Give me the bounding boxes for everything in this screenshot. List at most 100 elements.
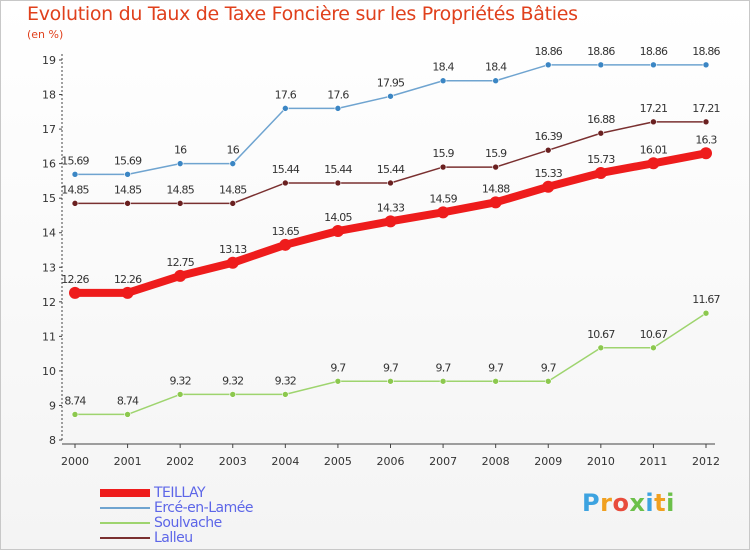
data-label-erce-en-lamee: 17.95 — [377, 76, 405, 89]
legend-item-soulvache: Soulvache — [100, 515, 222, 531]
unit-label: (en %) — [27, 28, 64, 41]
point-teillay — [700, 147, 712, 160]
data-label-erce-en-lamee: 17.6 — [275, 88, 297, 101]
x-tick-label: 2011 — [639, 455, 667, 468]
legend-label-lalleu: Lalleu — [154, 530, 193, 546]
point-erce-en-lamee — [650, 61, 657, 69]
data-labels: 15.69 15.69 16 16 17.6 17.6 17.95 18.4 18.4 18.86… — [61, 45, 721, 408]
x-tick-label: 2006 — [377, 455, 405, 468]
data-label-lalleu: 15.44 — [377, 163, 405, 176]
data-label-teillay: 15.33 — [535, 167, 563, 180]
point-soulvache — [334, 377, 342, 385]
axes: 8 9 10 11 12 13 14 15 16 17 18 19 2000 2001 2002 2003 20… — [42, 54, 720, 468]
legend-swatch-erce-en-lamee — [100, 507, 150, 509]
data-label-teillay: 14.59 — [429, 192, 457, 205]
data-label-lalleu: 17.21 — [692, 102, 720, 115]
data-label-erce-en-lamee: 17.6 — [327, 88, 349, 101]
data-label-lalleu: 14.85 — [219, 183, 247, 196]
point-soulvache — [702, 309, 710, 317]
data-label-soulvache: 9.7 — [488, 361, 504, 374]
x-tick-label: 2001 — [114, 455, 142, 468]
point-erce-en-lamee — [544, 61, 552, 69]
data-label-teillay: 13.13 — [219, 243, 247, 256]
y-tick-label: 19 — [42, 54, 56, 67]
point-lalleu — [124, 200, 131, 207]
data-label-erce-en-lamee: 18.86 — [640, 45, 668, 58]
point-lalleu — [176, 200, 184, 207]
x-tick-label: 2007 — [429, 455, 457, 468]
data-label-teillay: 13.65 — [272, 225, 300, 238]
point-teillay — [384, 215, 397, 228]
data-label-soulvache: 8.74 — [117, 394, 139, 407]
point-soulvache — [176, 391, 184, 398]
legend-label-teillay: TEILLAY — [154, 485, 206, 501]
legend-swatch-teillay — [100, 489, 150, 497]
y-tick-label: 18 — [42, 89, 56, 102]
data-label-erce-en-lamee: 15.69 — [114, 154, 142, 167]
point-teillay — [279, 238, 292, 251]
point-teillay — [69, 286, 81, 299]
data-label-teillay: 12.26 — [61, 273, 89, 286]
x-tick-label: 2003 — [219, 455, 247, 468]
data-label-erce-en-lamee: 16 — [227, 144, 240, 157]
point-erce-en-lamee — [334, 105, 342, 112]
logo-letter: P — [582, 489, 601, 517]
x-tick-label: 2010 — [587, 455, 615, 468]
point-soulvache — [124, 411, 131, 418]
point-teillay — [331, 225, 344, 237]
data-label-lalleu: 14.85 — [61, 183, 89, 196]
legend-item-erce-en-lamee: Ercé-en-Lamée — [100, 500, 253, 516]
data-label-soulvache: 10.67 — [587, 328, 615, 341]
point-erce-en-lamee — [229, 160, 237, 167]
data-label-soulvache: 9.32 — [275, 374, 296, 387]
y-tick-label: 11 — [42, 330, 56, 343]
data-label-erce-en-lamee: 18.4 — [485, 61, 507, 74]
data-label-teillay: 14.05 — [324, 211, 352, 224]
data-label-soulvache: 8.74 — [64, 394, 86, 407]
point-soulvache — [71, 411, 79, 418]
x-tick-label: 2009 — [534, 455, 562, 468]
y-tick-label: 9 — [49, 399, 56, 412]
point-erce-en-lamee — [702, 61, 710, 69]
y-tick-label: 8 — [49, 434, 56, 447]
logo-letter: i — [645, 489, 655, 517]
data-label-soulvache: 10.67 — [640, 328, 668, 341]
data-label-lalleu: 15.44 — [324, 163, 352, 176]
legend-item-teillay: TEILLAY — [100, 485, 206, 501]
point-teillay — [594, 166, 607, 179]
x-tick-label: 2008 — [482, 455, 510, 468]
logo-letter: o — [612, 489, 630, 517]
point-erce-en-lamee — [387, 92, 394, 100]
x-tick-label: 2012 — [692, 455, 720, 468]
legend-label-soulvache: Soulvache — [154, 515, 222, 531]
point-teillay — [174, 269, 187, 282]
point-soulvache — [650, 344, 657, 352]
data-label-teillay: 12.75 — [166, 256, 194, 269]
data-label-lalleu: 15.9 — [432, 147, 454, 160]
point-soulvache — [597, 344, 605, 352]
y-tick-label: 15 — [42, 192, 56, 205]
point-lalleu — [597, 129, 605, 137]
data-label-soulvache: 9.32 — [170, 374, 191, 387]
point-erce-en-lamee — [124, 171, 131, 178]
point-teillay — [121, 286, 134, 299]
point-soulvache — [544, 377, 552, 385]
data-label-lalleu: 14.85 — [166, 183, 194, 196]
data-label-erce-en-lamee: 18.4 — [432, 61, 454, 74]
data-label-erce-en-lamee: 18.86 — [535, 45, 563, 58]
point-erce-en-lamee — [71, 171, 79, 178]
data-label-erce-en-lamee: 18.86 — [587, 45, 615, 58]
legend-swatch-lalleu — [100, 537, 150, 539]
y-tick-label: 13 — [42, 261, 56, 274]
data-label-lalleu: 17.21 — [640, 102, 668, 115]
data-label-teillay: 12.26 — [114, 273, 142, 286]
data-label-lalleu: 16.88 — [587, 113, 615, 126]
logo-letter: r — [600, 489, 613, 517]
x-tick-label: 2004 — [271, 455, 299, 468]
data-label-soulvache: 9.7 — [330, 361, 346, 374]
data-label-teillay: 14.88 — [482, 182, 510, 195]
point-soulvache — [229, 391, 237, 398]
data-label-soulvache: 11.67 — [692, 293, 720, 306]
data-label-teillay: 16.3 — [695, 133, 717, 146]
point-soulvache — [387, 377, 394, 385]
